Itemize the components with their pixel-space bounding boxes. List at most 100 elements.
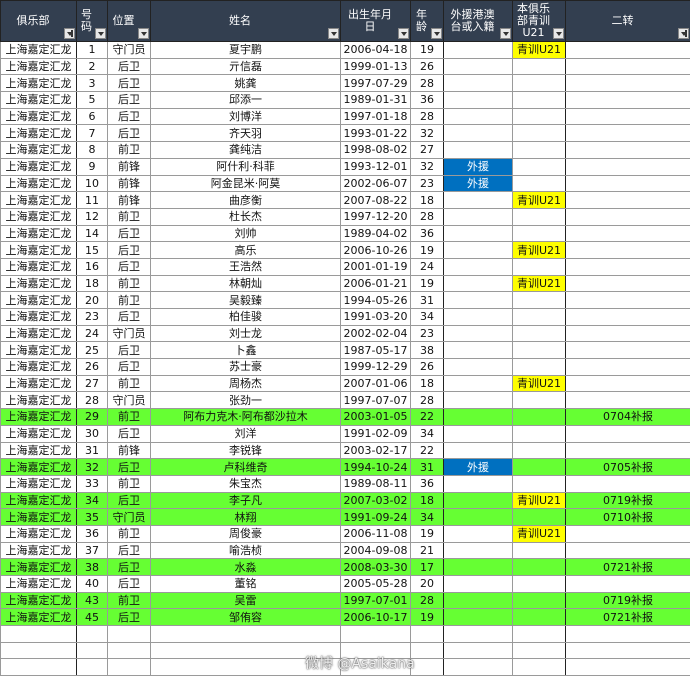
cell-u21[interactable]: [512, 575, 566, 593]
cell-number[interactable]: 5: [76, 91, 108, 109]
cell-position[interactable]: 后卫: [107, 107, 151, 126]
cell-foreign[interactable]: [443, 324, 513, 343]
cell-name[interactable]: 夏宇鹏: [150, 41, 341, 59]
cell-transfer[interactable]: [565, 107, 690, 126]
cell-number[interactable]: 30: [76, 424, 108, 443]
cell-foreign[interactable]: [443, 591, 513, 610]
cell-age[interactable]: 22: [410, 408, 444, 426]
cell-position[interactable]: 守门员: [107, 391, 151, 410]
cell-number[interactable]: 27: [76, 374, 108, 393]
cell-foreign[interactable]: [443, 524, 513, 543]
cell-dob[interactable]: 1989-04-02: [340, 224, 411, 243]
cell-transfer[interactable]: 0719补报: [565, 491, 690, 510]
cell-age[interactable]: 36: [410, 474, 444, 493]
cell-age[interactable]: 32: [410, 124, 444, 143]
cell-age[interactable]: 26: [410, 57, 444, 76]
cell-u21[interactable]: [512, 591, 566, 610]
cell-name[interactable]: 林翔: [150, 508, 341, 526]
cell-position[interactable]: 前卫: [107, 524, 151, 543]
cell-dob[interactable]: 1997-07-29: [340, 74, 411, 93]
cell-transfer[interactable]: [565, 291, 690, 309]
cell-position[interactable]: 后卫: [107, 57, 151, 76]
cell-name[interactable]: 林朝灿: [150, 274, 341, 293]
cell-club[interactable]: 上海嘉定汇龙: [0, 324, 77, 343]
cell-dob[interactable]: 1999-12-29: [340, 358, 411, 376]
cell-u21[interactable]: 青训U21: [512, 191, 566, 209]
cell-position[interactable]: 后卫: [107, 424, 151, 443]
cell-age[interactable]: 28: [410, 74, 444, 93]
cell-position[interactable]: 后卫: [107, 558, 151, 576]
cell-name[interactable]: 周俊豪: [150, 524, 341, 543]
cell-empty[interactable]: [107, 641, 151, 660]
cell-transfer[interactable]: [565, 391, 690, 410]
cell-number[interactable]: 37: [76, 541, 108, 560]
cell-number[interactable]: 31: [76, 441, 108, 460]
cell-dob[interactable]: 1997-01-18: [340, 107, 411, 126]
cell-name[interactable]: 吴毅臻: [150, 291, 341, 309]
cell-transfer[interactable]: [565, 241, 690, 259]
cell-club[interactable]: 上海嘉定汇龙: [0, 474, 77, 493]
cell-dob[interactable]: 1987-05-17: [340, 341, 411, 360]
cell-number[interactable]: 34: [76, 491, 108, 510]
cell-dob[interactable]: 2006-01-21: [340, 274, 411, 293]
cell-u21[interactable]: [512, 257, 566, 276]
cell-age[interactable]: 24: [410, 257, 444, 276]
cell-u21[interactable]: [512, 341, 566, 360]
cell-position[interactable]: 后卫: [107, 358, 151, 376]
cell-u21[interactable]: 青训U21: [512, 524, 566, 543]
cell-club[interactable]: 上海嘉定汇龙: [0, 608, 77, 627]
cell-number[interactable]: 3: [76, 74, 108, 93]
cell-foreign[interactable]: [443, 408, 513, 426]
cell-transfer[interactable]: [565, 157, 690, 176]
cell-position[interactable]: 后卫: [107, 308, 151, 326]
cell-foreign[interactable]: [443, 241, 513, 259]
cell-club[interactable]: 上海嘉定汇龙: [0, 274, 77, 293]
filter-dropdown-icon[interactable]: [500, 28, 511, 39]
cell-position[interactable]: 后卫: [107, 575, 151, 593]
cell-club[interactable]: 上海嘉定汇龙: [0, 291, 77, 309]
cell-age[interactable]: 32: [410, 157, 444, 176]
cell-transfer[interactable]: 0719补报: [565, 591, 690, 610]
cell-u21[interactable]: [512, 408, 566, 426]
cell-u21[interactable]: 青训U21: [512, 374, 566, 393]
cell-name[interactable]: 阿布力克木·阿布都沙拉木: [150, 408, 341, 426]
cell-empty[interactable]: [340, 625, 411, 643]
cell-dob[interactable]: 2004-09-08: [340, 541, 411, 560]
cell-club[interactable]: 上海嘉定汇龙: [0, 141, 77, 159]
cell-age[interactable]: 34: [410, 308, 444, 326]
cell-age[interactable]: 34: [410, 508, 444, 526]
cell-u21[interactable]: [512, 107, 566, 126]
cell-foreign[interactable]: [443, 91, 513, 109]
cell-dob[interactable]: 2002-06-07: [340, 174, 411, 193]
cell-dob[interactable]: 2007-01-06: [340, 374, 411, 393]
cell-position[interactable]: 前卫: [107, 408, 151, 426]
cell-empty[interactable]: [107, 625, 151, 643]
cell-name[interactable]: 喻浩桢: [150, 541, 341, 560]
cell-name[interactable]: 李锐锋: [150, 441, 341, 460]
cell-number[interactable]: 10: [76, 174, 108, 193]
cell-age[interactable]: 20: [410, 575, 444, 593]
cell-dob[interactable]: 2008-03-30: [340, 558, 411, 576]
cell-foreign[interactable]: [443, 124, 513, 143]
cell-number[interactable]: 7: [76, 124, 108, 143]
cell-dob[interactable]: 2006-10-17: [340, 608, 411, 627]
cell-club[interactable]: 上海嘉定汇龙: [0, 541, 77, 560]
cell-foreign[interactable]: [443, 424, 513, 443]
cell-foreign[interactable]: [443, 207, 513, 226]
cell-club[interactable]: 上海嘉定汇龙: [0, 191, 77, 209]
cell-dob[interactable]: 2005-05-28: [340, 575, 411, 593]
cell-u21[interactable]: [512, 474, 566, 493]
cell-dob[interactable]: 2003-02-17: [340, 441, 411, 460]
filter-dropdown-icon[interactable]: [431, 28, 442, 39]
cell-name[interactable]: 刘洋: [150, 424, 341, 443]
cell-dob[interactable]: 1989-01-31: [340, 91, 411, 109]
cell-position[interactable]: 后卫: [107, 257, 151, 276]
cell-foreign[interactable]: [443, 257, 513, 276]
cell-u21[interactable]: [512, 391, 566, 410]
cell-transfer[interactable]: [565, 441, 690, 460]
cell-position[interactable]: 后卫: [107, 91, 151, 109]
cell-club[interactable]: 上海嘉定汇龙: [0, 174, 77, 193]
cell-number[interactable]: 15: [76, 241, 108, 259]
cell-foreign[interactable]: [443, 191, 513, 209]
cell-club[interactable]: 上海嘉定汇龙: [0, 374, 77, 393]
